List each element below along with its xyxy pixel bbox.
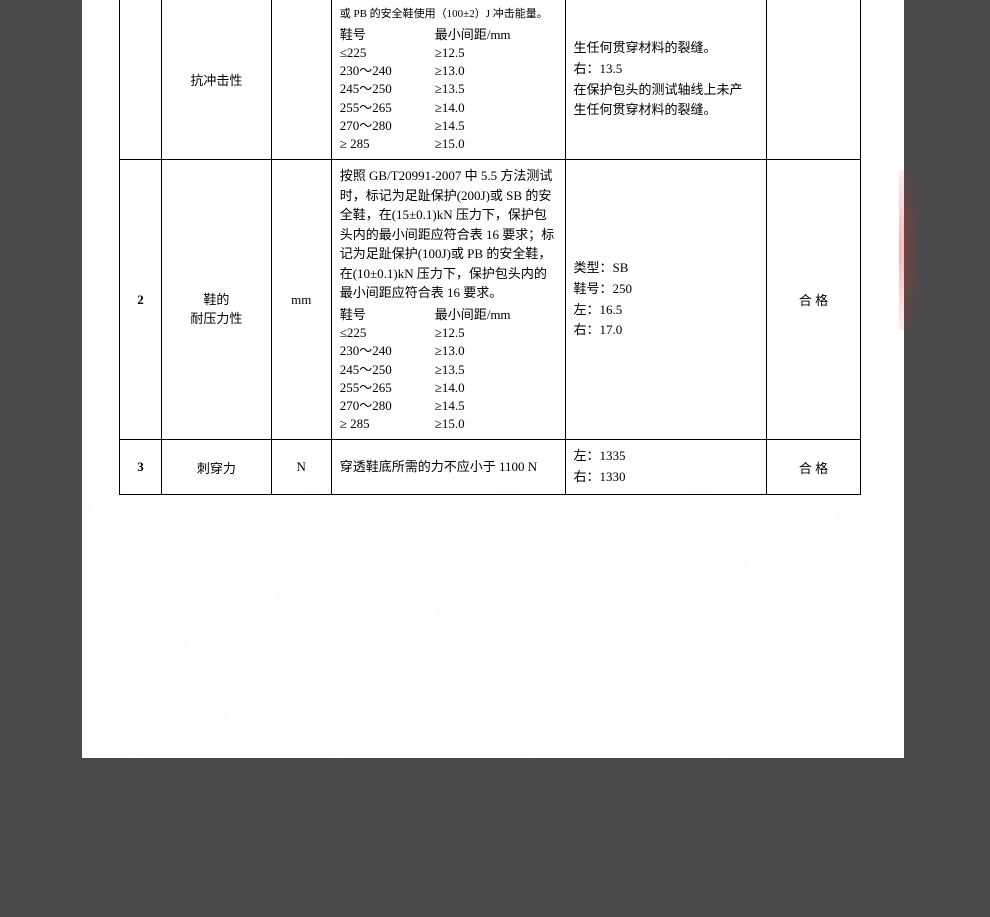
size-header-col2: 最小间距/mm [435, 25, 511, 45]
document-page: 抗冲击性 或 PB 的安全鞋使用（100±2）J 冲击能量。 鞋号 最小间距/m… [82, 0, 904, 758]
cell-requirement: 或 PB 的安全鞋使用（100±2）J 冲击能量。 鞋号 最小间距/mm ≤22… [331, 0, 565, 160]
size-table-header: 鞋号 最小间距/mm [340, 305, 557, 325]
gap-val: ≥15.0 [435, 415, 465, 433]
size-header-col1: 鞋号 [340, 25, 435, 45]
test-name-label: 抗冲击性 [190, 73, 242, 88]
req-text: 穿透鞋底所需的力不应小于 1100 N [340, 459, 537, 474]
result-line: 类型：SB [574, 258, 759, 279]
cell-unit [271, 0, 331, 160]
size-val: ≤225 [340, 324, 435, 342]
size-row: 270～280≥14.5 [340, 117, 557, 135]
req-intro-text: 按照 GB/T20991-2007 中 5.5 方法测试时，标记为足趾保护(20… [340, 166, 557, 303]
row-number: 3 [137, 459, 144, 474]
cell-result: 左：1335 右：1330 [565, 440, 767, 495]
gap-val: ≥14.0 [435, 99, 465, 117]
cell-requirement: 穿透鞋底所需的力不应小于 1100 N [331, 440, 565, 495]
size-row: 245～250≥13.5 [340, 361, 557, 379]
red-stamp-edge [899, 170, 917, 330]
table-row: 3 刺穿力 N 穿透鞋底所需的力不应小于 1100 N 左：1335 右：133… [120, 440, 861, 495]
size-val: ≥ 285 [340, 415, 435, 433]
cell-result: 生任何贯穿材料的裂缝。 右：13.5 在保护包头的测试轴线上未产 生任何贯穿材料… [565, 0, 767, 160]
gap-val: ≥12.5 [435, 324, 465, 342]
size-header-col2: 最小间距/mm [435, 305, 511, 325]
size-row: 230～240≥13.0 [340, 62, 557, 80]
cell-name: 刺穿力 [161, 440, 271, 495]
size-gap-table: 鞋号 最小间距/mm ≤225≥12.5 230～240≥13.0 245～25… [340, 25, 557, 154]
size-val: ≥ 285 [340, 135, 435, 153]
size-gap-table: 鞋号 最小间距/mm ≤225≥12.5 230～240≥13.0 245～25… [340, 305, 557, 434]
gap-val: ≥13.5 [435, 361, 465, 379]
gap-val: ≥14.5 [435, 397, 465, 415]
size-row: ≥ 285≥15.0 [340, 135, 557, 153]
size-val: 255～265 [340, 379, 435, 397]
result-line: 右：1330 [574, 467, 759, 488]
size-val: 230～240 [340, 342, 435, 360]
size-header-col1: 鞋号 [340, 305, 435, 325]
result-line: 生任何贯穿材料的裂缝。 [574, 100, 759, 121]
result-line: 鞋号：250 [574, 279, 759, 300]
gap-val: ≥15.0 [435, 135, 465, 153]
standards-table: 抗冲击性 或 PB 的安全鞋使用（100±2）J 冲击能量。 鞋号 最小间距/m… [119, 0, 861, 495]
cell-num: 3 [120, 440, 162, 495]
size-row: ≤225≥12.5 [340, 44, 557, 62]
cell-result: 类型：SB 鞋号：250 左：16.5 右：17.0 [565, 160, 767, 440]
gap-val: ≥13.0 [435, 62, 465, 80]
pass-label: 合 格 [799, 461, 828, 476]
size-row: 230～240≥13.0 [340, 342, 557, 360]
cell-unit: N [271, 440, 331, 495]
size-val: 230～240 [340, 62, 435, 80]
size-val: 255～265 [340, 99, 435, 117]
size-val: 270～280 [340, 117, 435, 135]
size-val: ≤225 [340, 44, 435, 62]
result-line: 右：17.0 [574, 320, 759, 341]
size-row: 245～250≥13.5 [340, 80, 557, 98]
test-name-label: 刺穿力 [197, 461, 236, 476]
row-number: 2 [137, 292, 144, 307]
size-val: 245～250 [340, 80, 435, 98]
size-row: 255～265≥14.0 [340, 99, 557, 117]
table-row: 抗冲击性 或 PB 的安全鞋使用（100±2）J 冲击能量。 鞋号 最小间距/m… [120, 0, 861, 160]
table-content-area: 抗冲击性 或 PB 的安全鞋使用（100±2）J 冲击能量。 鞋号 最小间距/m… [119, 0, 861, 472]
cell-pass: 合 格 [767, 440, 861, 495]
size-val: 245～250 [340, 361, 435, 379]
size-table-header: 鞋号 最小间距/mm [340, 25, 557, 45]
test-name-label: 鞋的 耐压力性 [190, 292, 242, 326]
result-line: 左：16.5 [574, 300, 759, 321]
gap-val: ≥13.5 [435, 80, 465, 98]
size-row: 270～280≥14.5 [340, 397, 557, 415]
gap-val: ≥13.0 [435, 342, 465, 360]
unit-label: N [297, 459, 306, 474]
size-val: 270～280 [340, 397, 435, 415]
unit-label: mm [291, 292, 311, 307]
size-row: ≤225≥12.5 [340, 324, 557, 342]
gap-val: ≥14.0 [435, 379, 465, 397]
watermark-pattern [82, 478, 904, 758]
cell-pass [767, 0, 861, 160]
table-row: 2 鞋的 耐压力性 mm 按照 GB/T20991-2007 中 5.5 方法测… [120, 160, 861, 440]
cell-name: 抗冲击性 [161, 0, 271, 160]
result-line: 右：13.5 [574, 59, 759, 80]
cell-pass: 合 格 [767, 160, 861, 440]
result-line: 生任何贯穿材料的裂缝。 [574, 38, 759, 59]
cell-unit: mm [271, 160, 331, 440]
pass-label: 合 格 [799, 293, 828, 308]
gap-val: ≥12.5 [435, 44, 465, 62]
result-line: 在保护包头的测试轴线上未产 [574, 80, 759, 101]
size-row: 255～265≥14.0 [340, 379, 557, 397]
cell-requirement: 按照 GB/T20991-2007 中 5.5 方法测试时，标记为足趾保护(20… [331, 160, 565, 440]
cell-num: 2 [120, 160, 162, 440]
result-line: 左：1335 [574, 446, 759, 467]
req-intro-text: 或 PB 的安全鞋使用（100±2）J 冲击能量。 [340, 6, 557, 23]
cell-num [120, 0, 162, 160]
size-row: ≥ 285≥15.0 [340, 415, 557, 433]
gap-val: ≥14.5 [435, 117, 465, 135]
cell-name: 鞋的 耐压力性 [161, 160, 271, 440]
